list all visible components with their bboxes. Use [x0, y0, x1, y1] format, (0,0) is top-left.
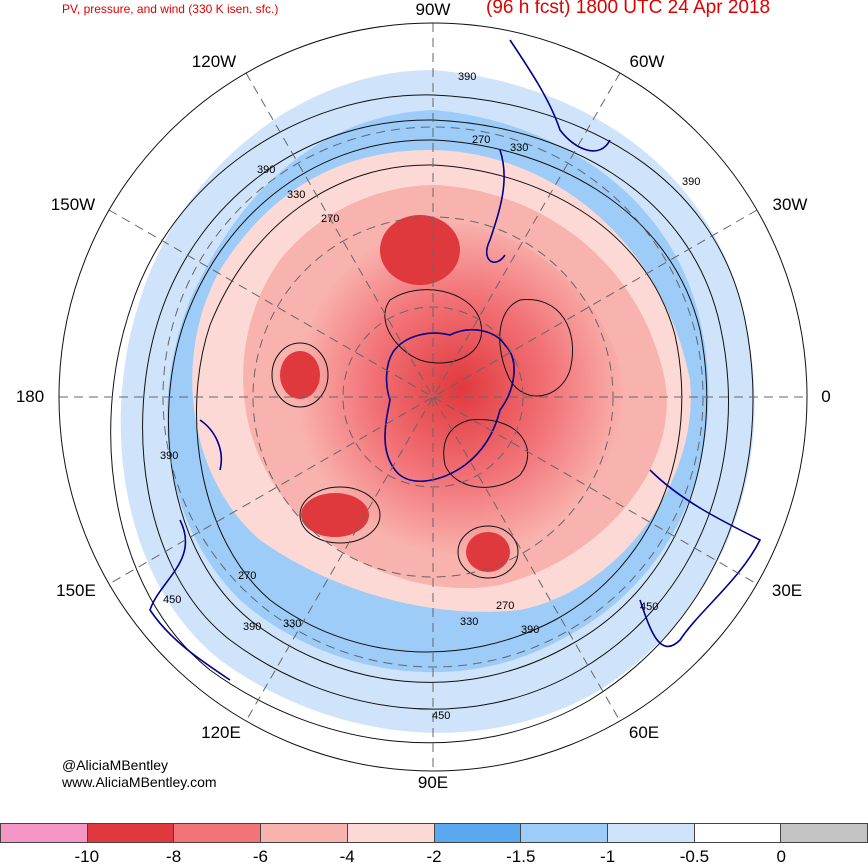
- colorbar-tick-label: -6: [252, 847, 268, 866]
- coastlines: [149, 39, 762, 681]
- pv-max-4: [380, 215, 460, 285]
- contour-label: 270: [321, 213, 339, 225]
- pv-region-core: [295, 220, 626, 557]
- contour-label: 390: [521, 624, 539, 636]
- contour-label: 270: [496, 600, 514, 612]
- lon-label-60e: 60E: [628, 723, 660, 742]
- graticule: [59, 23, 807, 771]
- lon-label-150w: 150W: [50, 195, 96, 214]
- colorbar-swatch: [87, 823, 175, 843]
- colorbar-tick-label: -10: [74, 847, 100, 866]
- author-handle: @AliciaMBentley: [62, 757, 169, 773]
- colorbar-swatch: [607, 823, 695, 843]
- lon-label-90w: 90W: [415, 0, 451, 19]
- colorbar: [0, 823, 868, 843]
- map-boundary: [58, 22, 808, 772]
- colorbar-tick-label: -1: [600, 847, 616, 866]
- contour-label: 330: [460, 616, 478, 628]
- colorbar-swatch: [434, 823, 522, 843]
- colorbar-swatch: [781, 823, 868, 843]
- chart-subtitle: PV, pressure, and wind (330 K isen. sfc.…: [62, 2, 279, 16]
- lon-label-60w: 60W: [629, 52, 665, 71]
- polar-map: 390 270 330 390 330 270 390 390 270 450 …: [58, 22, 808, 772]
- contour-label-group: 390 270 330 390 330 270 390 390 270 450 …: [160, 71, 700, 722]
- pv-max-3: [466, 532, 510, 572]
- pv-max-1: [280, 351, 320, 399]
- forecast-title: (96 h fcst) 1800 UTC 24 Apr 2018: [486, 0, 771, 18]
- author-website: www.AliciaMBentley.com: [62, 774, 217, 790]
- contour-label: 270: [472, 134, 490, 146]
- contour-label: 330: [287, 189, 305, 201]
- contour-label: 390: [458, 71, 476, 83]
- pressure-contours: [110, 94, 754, 744]
- colorbar-tick-label: -4: [339, 847, 355, 866]
- contour-label: 330: [510, 142, 528, 154]
- colorbar-tick-label: -1.5: [506, 847, 536, 866]
- colorbar-tick-label: -2: [426, 847, 442, 866]
- contour-label: 390: [682, 176, 700, 188]
- contour-label: 390: [160, 450, 178, 462]
- lon-label-0: 0: [821, 387, 831, 406]
- contour-label: 330: [283, 618, 301, 630]
- lon-label-150e: 150E: [56, 581, 96, 600]
- contour-label: 450: [640, 601, 658, 613]
- colorbar-tick-label: -8: [166, 847, 182, 866]
- lon-label-180: 180: [15, 387, 45, 406]
- lon-label-30e: 30E: [771, 581, 803, 600]
- colorbar-tick-label: -0.5: [679, 847, 710, 866]
- lon-label-120w: 120W: [191, 52, 237, 71]
- colorbar-swatch: [261, 823, 348, 843]
- lon-label-120e: 120E: [201, 723, 241, 742]
- colorbar-swatch: [347, 823, 435, 843]
- contour-label: 450: [432, 710, 450, 722]
- contour-label: 450: [163, 594, 181, 606]
- colorbar-swatch: [174, 823, 262, 843]
- contour-label: 270: [238, 570, 256, 582]
- colorbar-swatch: [521, 823, 608, 843]
- pv-max-2: [301, 493, 369, 537]
- colorbar-tick-label: 0: [776, 847, 786, 866]
- lon-label-90e: 90E: [417, 773, 449, 792]
- contour-label: 390: [257, 164, 275, 176]
- colorbar-swatch: [694, 823, 782, 843]
- contour-label: 390: [243, 621, 261, 633]
- colorbar-swatch: [0, 823, 88, 843]
- lon-label-30w: 30W: [772, 195, 808, 214]
